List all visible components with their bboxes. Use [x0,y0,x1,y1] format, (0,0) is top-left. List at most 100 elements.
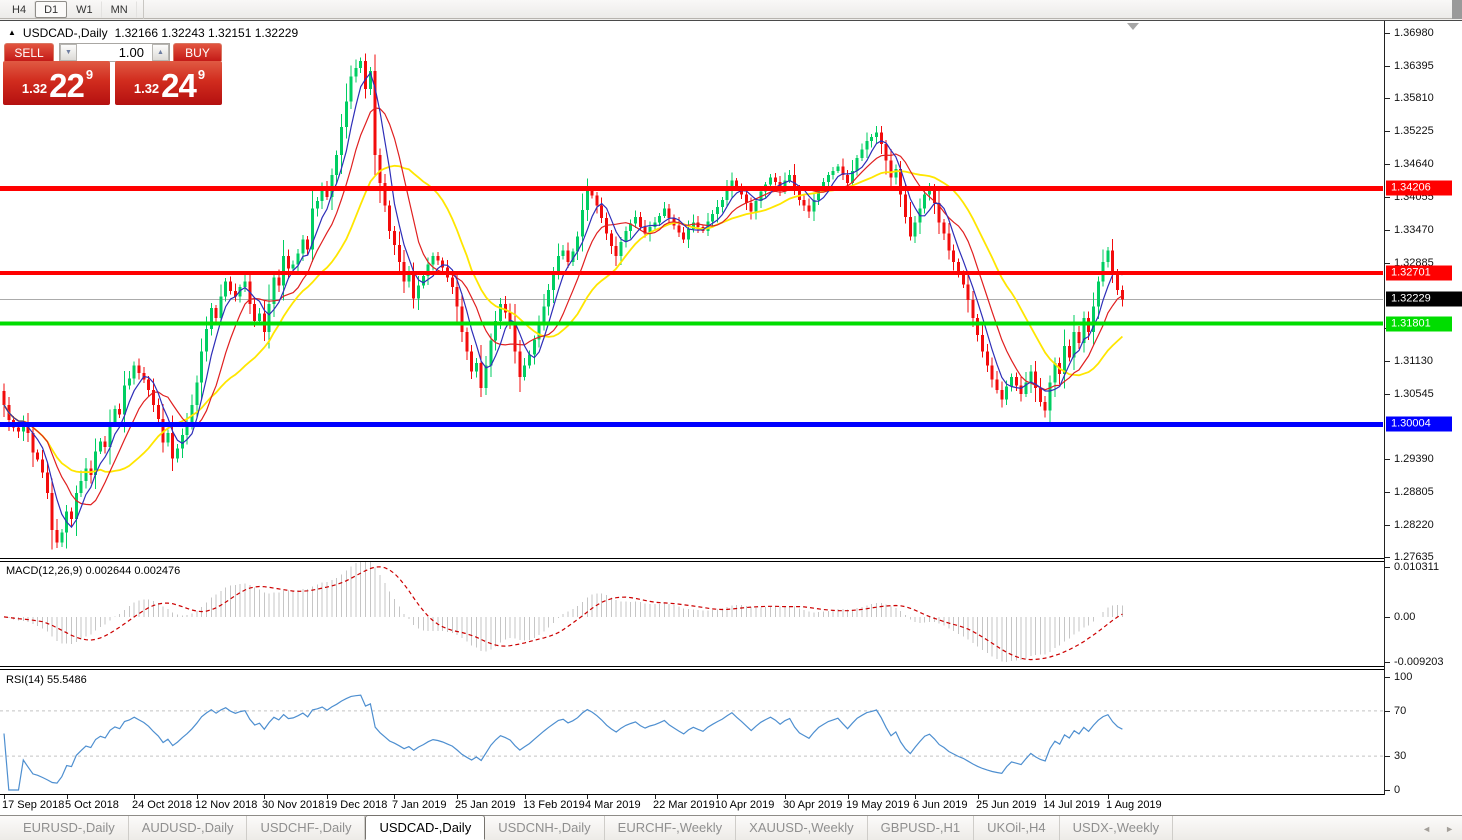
candle [981,334,985,352]
candle [277,277,281,286]
candle [233,291,237,297]
candle [662,208,666,216]
candle [50,493,54,531]
candle [696,222,700,227]
main-chart-canvas[interactable] [0,21,1383,558]
tab-usdchf-daily[interactable]: USDCHF-,Daily [247,816,366,840]
candle [137,365,141,373]
date-label: 5 Oct 2018 [65,799,119,811]
candle [2,390,6,406]
date-label: 22 Mar 2019 [653,799,715,811]
sell-tab[interactable]: SELL [4,43,54,61]
tab-audusd-daily[interactable]: AUDUSD-,Daily [129,816,248,840]
candle [744,194,748,203]
date-tick-notch [655,795,656,799]
price-tick: 1.31130 [1394,355,1433,367]
price-axis: 1.36980 1.36395 1.35810 1.35225 1.34640 1.340… [1384,21,1462,796]
rsi-line [3,694,1123,791]
tab-usdcnh-daily[interactable]: USDCNH-,Daily [485,816,605,840]
timeframe-button-d1[interactable]: D1 [35,0,68,18]
candle [730,180,734,190]
candle [224,281,228,297]
tab-gbpusd-h1[interactable]: GBPUSD-,H1 [868,816,975,840]
candle [296,253,300,265]
candle [537,323,541,340]
tab-eurchf-weekly[interactable]: EURCHF-,Weekly [605,816,737,840]
panel-divider[interactable] [0,558,1384,559]
candle [624,230,628,243]
panel-divider[interactable] [0,666,1384,667]
sell-tab-label: SELL [14,46,44,60]
candle [41,459,45,473]
volume-input[interactable] [77,44,152,61]
volume-decrease-button[interactable]: ▼ [60,44,77,61]
macd-tick-notch [1385,662,1390,663]
date-label: 25 Jan 2019 [455,799,516,811]
rsi-legend: RSI(14) 55.5486 [6,674,87,686]
date-tick-notch [978,795,979,799]
timeframe-buttons: H4 D1 W1 MN [3,0,137,18]
date-label: 30 Apr 2019 [783,799,843,811]
spinner-up-icon: ▲ [157,49,164,56]
panel-divider[interactable] [0,561,1384,562]
tab-usdcad-daily[interactable]: USDCAD-,Daily [365,815,486,840]
buy-price-button[interactable]: 1.32 24 9 [115,61,222,105]
candle [1043,402,1047,411]
date-label: 7 Jan 2019 [392,799,447,811]
candle [503,303,507,313]
candle [735,180,739,188]
tab-xauusd-weekly[interactable]: XAUUSD-,Weekly [736,816,868,840]
candle [286,256,290,269]
macd-histogram [8,562,1123,662]
candle [349,76,353,102]
timeframe-button-mn[interactable]: MN [102,0,137,18]
macd-canvas[interactable] [0,562,1383,666]
candle [441,260,445,268]
candle [354,68,358,77]
rsi-canvas[interactable] [0,671,1383,793]
candle [532,339,536,355]
date-tick-notch [915,795,916,799]
symbol-period-label: USDCAD-,Daily [22,26,108,40]
candle [417,285,421,299]
candle [74,493,78,520]
volume-increase-button[interactable]: ▲ [152,44,169,61]
tabs-scroll-left-icon[interactable]: ◄ [1422,824,1432,834]
candle [94,451,98,476]
candle [720,200,724,207]
buy-tab[interactable]: BUY [173,43,222,61]
candle [204,329,208,352]
candle [113,408,117,422]
price-tick-notch [1385,33,1390,34]
candle [214,307,218,318]
candle [609,233,613,247]
candle [320,188,324,202]
candle [339,127,343,156]
candle [571,251,575,262]
candle [253,303,257,321]
candle [1082,317,1086,344]
date-tick-notch [1045,795,1046,799]
date-tick-notch [1108,795,1109,799]
collapse-arrow-icon[interactable]: ▲ [8,27,16,37]
timeframe-button-w1[interactable]: W1 [67,0,102,18]
candle [566,250,570,262]
candle [725,189,729,201]
candle [1034,371,1038,389]
tab-ukoil-h4[interactable]: UKOil-,H4 [974,816,1060,840]
time-axis-line [0,794,1384,795]
sell-price-big: 22 [49,66,85,104]
candle [344,101,348,128]
candle [166,433,170,443]
tab-eurusd-daily[interactable]: EURUSD-,Daily [10,816,129,840]
panel-divider[interactable] [0,669,1384,670]
tab-usdx-weekly[interactable]: USDX-,Weekly [1060,816,1174,840]
candle [460,306,464,333]
candle [947,233,951,251]
tabs-scroll-right-icon[interactable]: ► [1445,824,1454,834]
sell-price-button[interactable]: 1.32 22 9 [3,61,110,105]
candle [383,183,387,206]
price-tick-notch [1385,459,1390,460]
candle [426,264,430,276]
timeframe-button-h4[interactable]: H4 [3,0,36,18]
